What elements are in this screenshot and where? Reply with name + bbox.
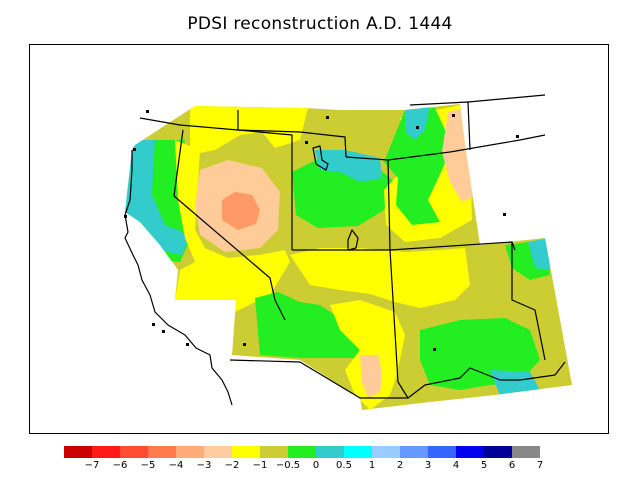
- field-yellow-west: [175, 140, 290, 312]
- mark: [433, 348, 436, 351]
- legend-label: −5: [140, 460, 156, 471]
- mark: [152, 323, 155, 326]
- field-cyan-southeast: [490, 370, 540, 396]
- legend-label: 3: [424, 460, 432, 471]
- legend-label: 1: [368, 460, 376, 471]
- legend-labels: −7 −6 −5 −4 −3 −2 −1 −0.5 0 0.5 1 2 3 4 5 6 7: [0, 460, 640, 476]
- legend-swatch: [484, 446, 512, 458]
- mark: [186, 343, 189, 346]
- dakota-border: [519, 134, 546, 141]
- legend-swatch: [344, 446, 372, 458]
- legend-swatch: [260, 446, 288, 458]
- arizona-nm-border: [389, 249, 409, 399]
- mark: [326, 116, 329, 119]
- utah-border: [292, 156, 391, 251]
- legend-label: −2: [224, 460, 240, 471]
- legend-label: 7: [536, 460, 544, 471]
- legend-label: 6: [508, 460, 516, 471]
- legend-swatch: [120, 446, 148, 458]
- legend-swatch: [176, 446, 204, 458]
- nevada-border: [173, 129, 286, 321]
- legend-label: 4: [452, 460, 460, 471]
- legend-label: 0.5: [336, 460, 352, 471]
- north-border: [139, 117, 347, 158]
- legend-label: −7: [84, 460, 100, 471]
- boundary-lines: [124, 94, 566, 406]
- field-peach-south: [360, 355, 382, 398]
- legend-swatch: [400, 446, 428, 458]
- map-frame: [29, 44, 609, 434]
- small-marks: [124, 110, 519, 351]
- legend-label: −1: [252, 460, 268, 471]
- mark: [516, 135, 519, 138]
- mark: [416, 126, 419, 129]
- field-green-south: [255, 292, 360, 358]
- mexico-border: [229, 359, 566, 399]
- idaho-border: [237, 110, 293, 250]
- field-cyan-northeast: [405, 105, 430, 140]
- field-green-northeast: [384, 108, 452, 225]
- field-orange-nevada: [222, 192, 260, 230]
- mark: [133, 148, 136, 151]
- legend-swatch: [92, 446, 120, 458]
- mark: [305, 141, 308, 144]
- legend-swatch: [64, 446, 92, 458]
- northeast-border: [467, 94, 546, 103]
- field-cyan-east: [528, 238, 550, 270]
- legend-label: 2: [396, 460, 404, 471]
- legend-swatch: [232, 446, 260, 458]
- legend-label: 5: [480, 460, 488, 471]
- pdsi-map: [124, 94, 572, 410]
- mark: [503, 213, 506, 216]
- legend-label: −4: [168, 460, 184, 471]
- legend-swatch: [288, 446, 316, 458]
- legend-swatch: [512, 446, 540, 458]
- mark: [243, 343, 246, 346]
- legend-swatch: [372, 446, 400, 458]
- legend-label: 0: [312, 460, 320, 471]
- mark: [124, 215, 127, 218]
- legend-swatch: [456, 446, 484, 458]
- field-yellow-north: [190, 104, 310, 155]
- color-legend: [64, 446, 540, 458]
- legend-swatch: [428, 446, 456, 458]
- legend-swatch: [148, 446, 176, 458]
- page-title: PDSI reconstruction A.D. 1444: [187, 14, 453, 34]
- mark: [452, 114, 455, 117]
- mark: [146, 110, 149, 113]
- legend-label: −6: [112, 460, 128, 471]
- mark: [162, 330, 165, 333]
- legend-label: −0.5: [275, 460, 301, 471]
- lake-north: [312, 145, 329, 171]
- texas-border: [511, 242, 546, 361]
- legend-swatch: [316, 446, 344, 458]
- field-yellow-central: [290, 248, 470, 308]
- field-peach-northeast: [442, 108, 478, 202]
- wyoming-border: [387, 139, 521, 161]
- legend-label: −3: [196, 460, 212, 471]
- great-salt-lake: [347, 229, 359, 251]
- legend-swatch: [204, 446, 232, 458]
